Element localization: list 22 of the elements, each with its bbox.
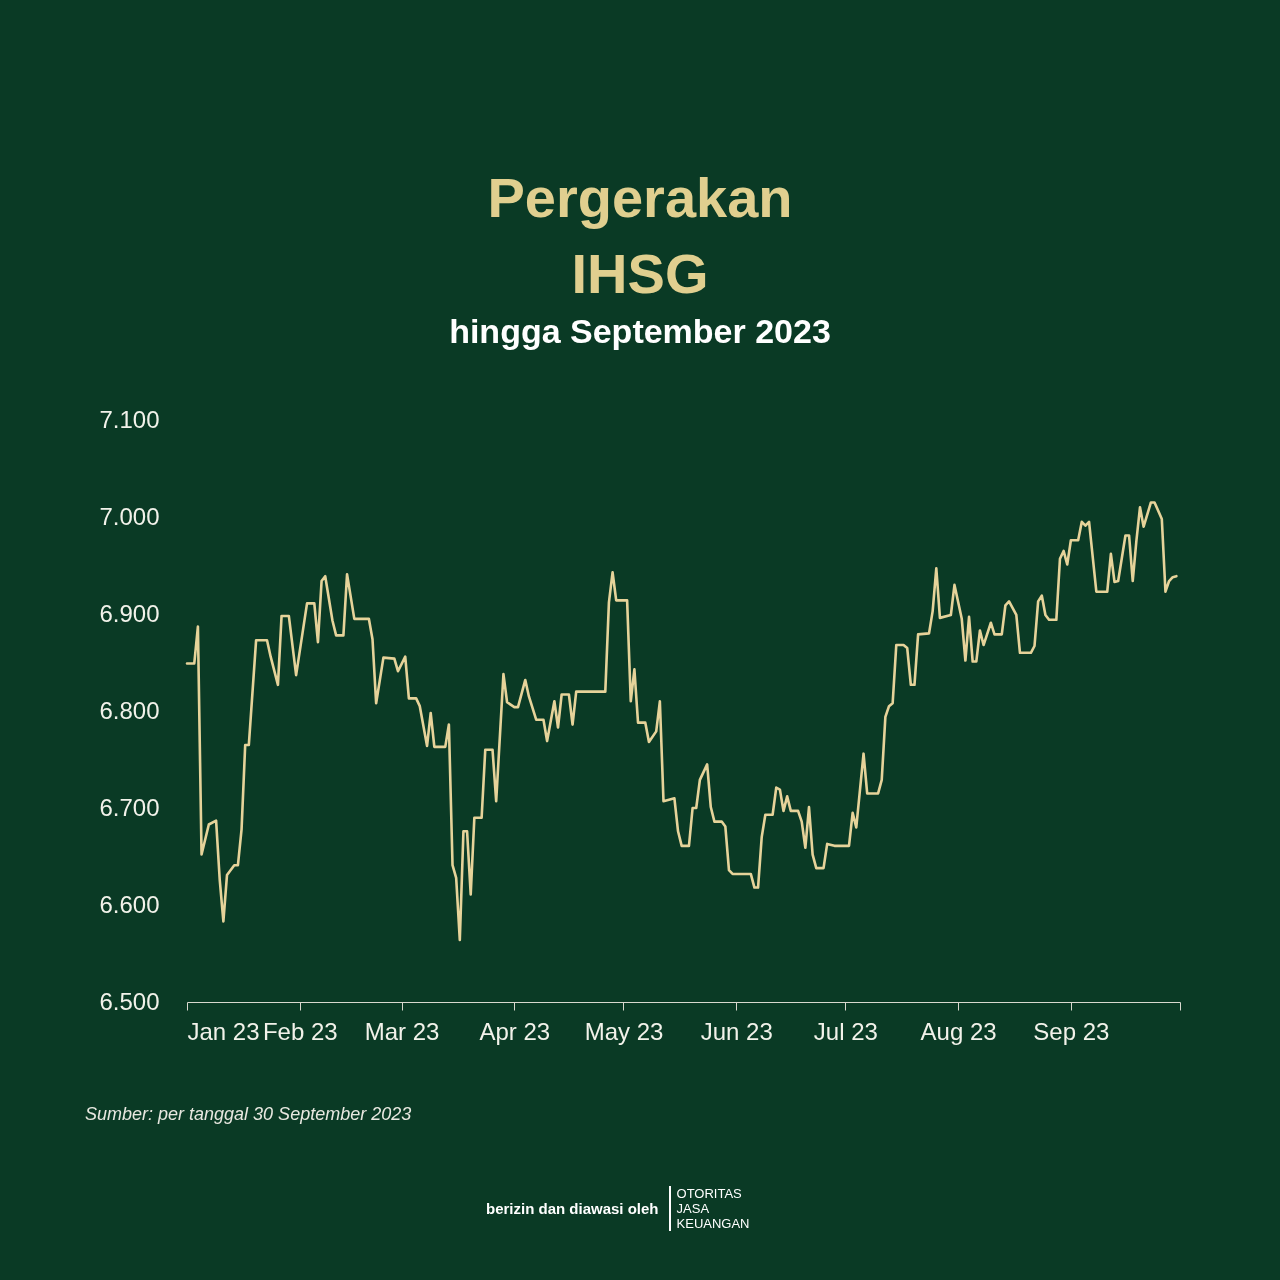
chart-title: Pergerakan IHSG [486,165,794,307]
y-tick-label: 6.500 [99,987,160,1015]
y-tick-label: 6.800 [99,696,160,724]
y-tick-label: 7.100 [99,405,160,433]
x-tick-label: Apr 23 [479,1017,551,1045]
x-tick-label: Feb 23 [262,1017,338,1045]
y-tick-label: 6.900 [99,599,160,627]
x-tick-label: Mar 23 [364,1017,440,1045]
text: Sumber: per tanggal 30 September 2023 [85,1104,412,1125]
line-series [185,501,1178,942]
y-tick-label: 6.600 [99,890,160,918]
x-tick-label: Aug 23 [920,1017,997,1045]
x-tick-label: Sep 23 [1033,1017,1110,1045]
x-tick-label: May 23 [584,1017,664,1045]
y-tick-label: 7.000 [99,502,160,530]
x-tick-label: Jan 23 [187,1017,260,1045]
x-tick-label: Jul 23 [813,1017,878,1045]
y-tick-label: 6.700 [99,793,160,821]
text: berizin dan diawasi oleh [486,1199,659,1217]
text: OTORITAS JASA KEUANGAN [668,1186,772,1231]
chart-subtitle: hingga September 2023 [448,312,832,351]
x-tick-label: Jun 23 [700,1017,773,1045]
